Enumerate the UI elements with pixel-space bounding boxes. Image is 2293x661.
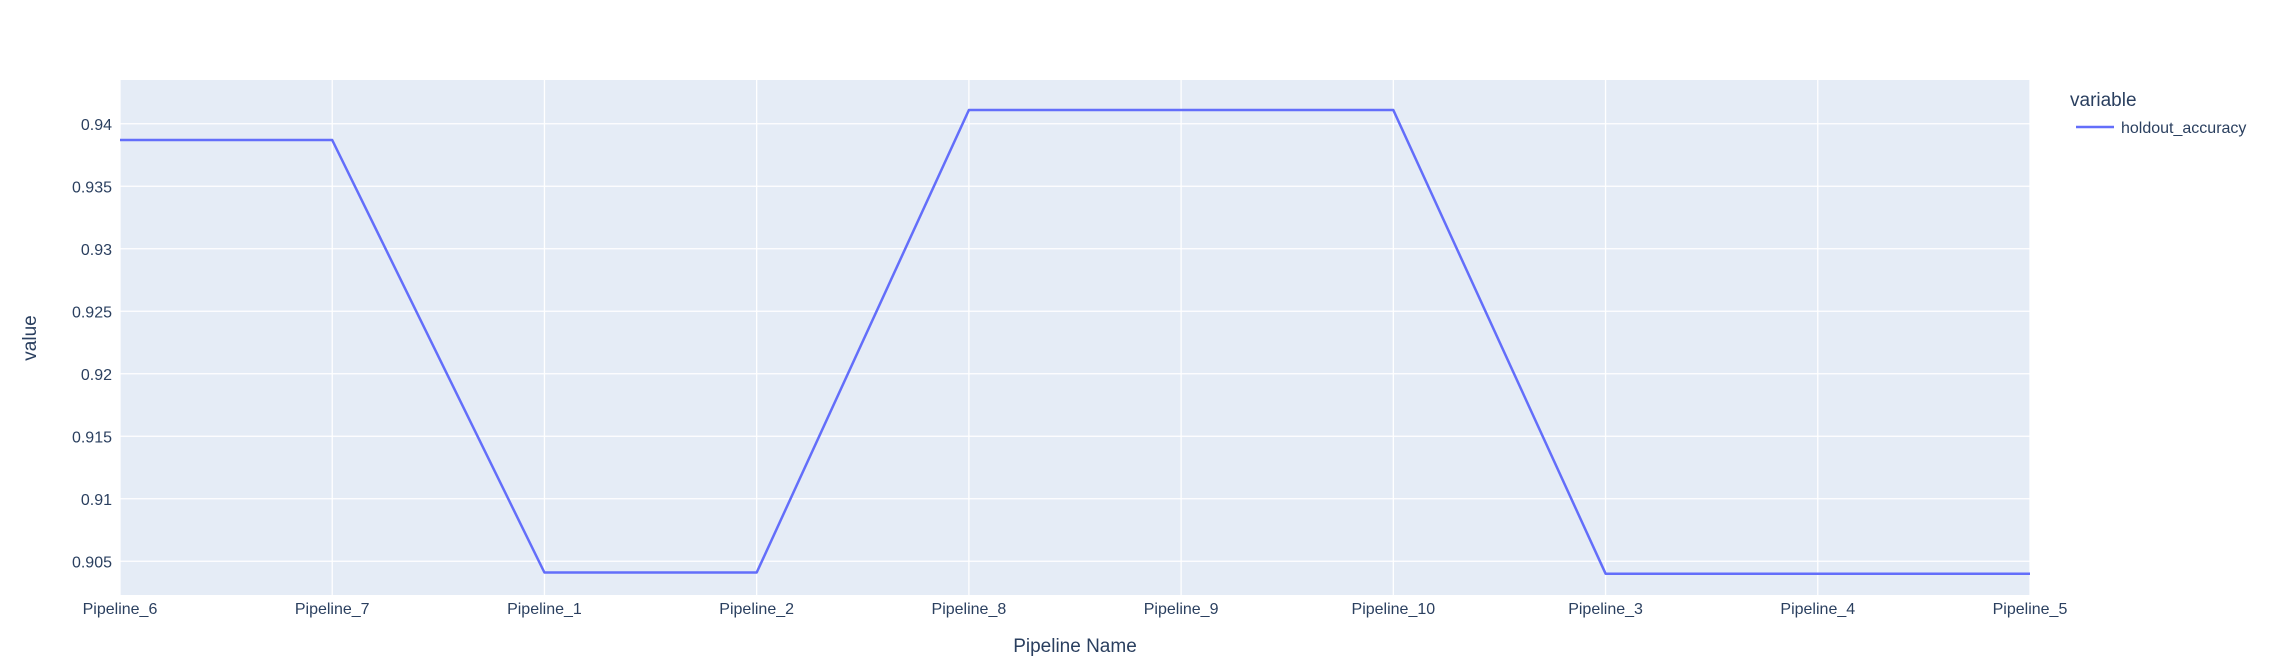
plot-background <box>120 80 2030 595</box>
series-line-holdout_accuracy[interactable] <box>120 108 2030 575</box>
y-tick-label: 0.915 <box>72 429 112 446</box>
y-tick-label: 0.905 <box>72 554 112 571</box>
y-tick-label: 0.91 <box>81 492 112 509</box>
x-tick-label: Pipeline_7 <box>295 601 370 618</box>
y-tick-labels: 0.905 0.91 0.915 0.92 0.925 0.93 0.935 0.94 <box>72 117 112 572</box>
legend-title: variable <box>2070 90 2137 111</box>
y-tick-label: 0.93 <box>81 242 112 259</box>
y-tick-label: 0.94 <box>81 117 112 134</box>
x-tick-label: Pipeline_1 <box>507 601 582 618</box>
x-tick-labels: Pipeline_6 Pipeline_7 Pipeline_1 Pipeline_2… <box>83 601 2068 618</box>
legend-item-label: holdout_accuracy <box>2121 120 2246 137</box>
x-tick-label: Pipeline_9 <box>1144 601 1219 618</box>
grid-lines <box>119 80 2031 595</box>
x-axis-title: Pipeline Name <box>1013 636 1137 656</box>
x-tick-label: Pipeline_8 <box>932 601 1007 618</box>
x-tick-label: Pipeline_5 <box>1993 601 2068 618</box>
series-layer <box>120 108 2030 575</box>
x-tick-label: Pipeline_10 <box>1352 601 1436 618</box>
x-tick-label: Pipeline_3 <box>1568 601 1643 618</box>
y-tick-label: 0.92 <box>81 367 112 384</box>
y-tick-label: 0.925 <box>72 304 112 321</box>
y-axis-title: value <box>20 315 41 360</box>
x-tick-label: Pipeline_2 <box>719 601 794 618</box>
y-tick-label: 0.935 <box>72 179 112 196</box>
legend[interactable]: variable holdout_accuracy <box>2070 90 2246 137</box>
x-tick-label: Pipeline_6 <box>83 601 158 618</box>
x-tick-label: Pipeline_4 <box>1780 601 1855 618</box>
